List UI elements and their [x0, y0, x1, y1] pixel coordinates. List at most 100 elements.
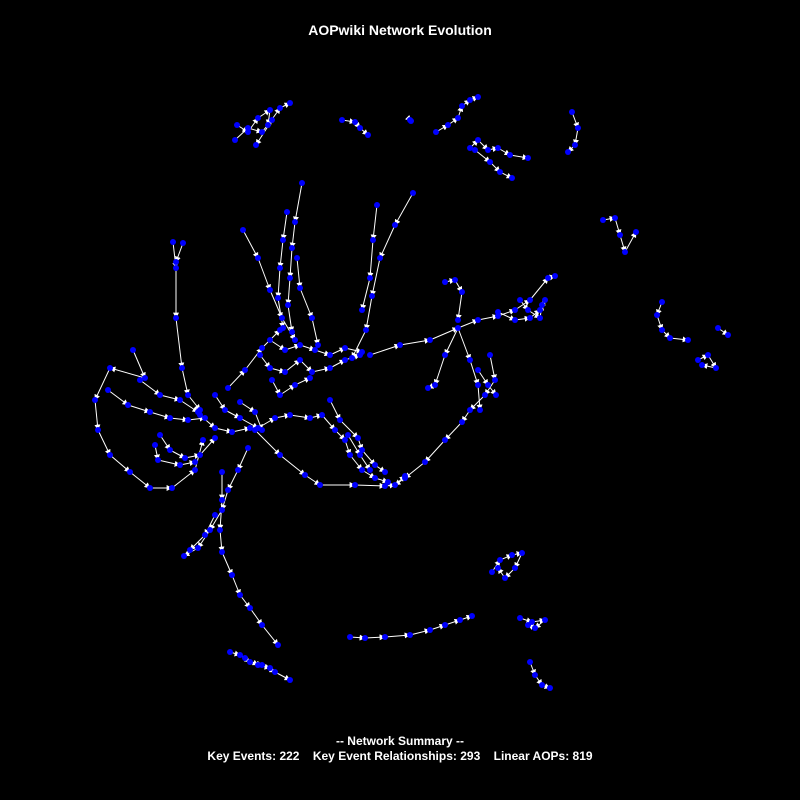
- key-event-node: [352, 119, 358, 125]
- key-event-node: [545, 275, 551, 281]
- key-event-node: [392, 482, 398, 488]
- key-event-node: [365, 132, 371, 138]
- key-event-node: [685, 337, 691, 343]
- key-event-node: [253, 142, 259, 148]
- edge-arrow: [181, 367, 190, 396]
- edge-arrow: [127, 404, 151, 414]
- edge-arrow: [311, 317, 320, 346]
- edge-arrow: [94, 367, 111, 401]
- key-event-node: [495, 309, 501, 315]
- key-event-node: [422, 459, 428, 465]
- key-event-node: [432, 382, 438, 388]
- key-event-node: [173, 259, 179, 265]
- key-event-node: [282, 347, 288, 353]
- edge-arrow: [94, 399, 101, 431]
- key-event-node: [95, 427, 101, 433]
- key-event-node: [195, 545, 201, 551]
- edge-arrow: [339, 419, 359, 439]
- key-event-node: [485, 147, 491, 153]
- kers-label: Key Event Relationships:: [312, 749, 457, 763]
- aops-value: 819: [572, 749, 593, 763]
- edge-arrow: [364, 634, 386, 641]
- key-event-node: [237, 415, 243, 421]
- edge-arrow: [279, 384, 296, 396]
- key-event-node: [237, 592, 243, 598]
- edge-arrow: [239, 417, 259, 429]
- key-event-node: [309, 369, 315, 375]
- key-event-node: [363, 327, 369, 333]
- edge-arrow: [109, 366, 146, 379]
- key-event-node: [142, 375, 148, 381]
- key-event-node: [402, 473, 408, 479]
- key-event-node: [495, 565, 501, 571]
- edge-arrow: [304, 474, 321, 486]
- key-event-node: [467, 97, 473, 103]
- edge-arrow: [281, 317, 296, 341]
- key-event-node: [185, 392, 191, 398]
- key-event-node: [297, 285, 303, 291]
- key-event-node: [357, 125, 363, 131]
- nodes-layer: [92, 94, 731, 691]
- key-event-node: [297, 342, 303, 348]
- key-event-node: [370, 237, 376, 243]
- key-event-node: [497, 557, 503, 563]
- edge-arrow: [242, 229, 259, 259]
- key-event-node: [527, 297, 533, 303]
- edge-arrow: [214, 394, 226, 411]
- edge-arrow: [321, 414, 336, 431]
- edge-arrow: [404, 461, 426, 479]
- key-event-node: [105, 387, 111, 393]
- edge-arrow: [433, 354, 446, 386]
- edge-arrow: [287, 304, 295, 333]
- edge-arrow: [359, 454, 371, 471]
- key-event-node: [137, 377, 143, 383]
- key-event-node: [147, 485, 153, 491]
- key-event-node: [167, 415, 173, 421]
- key-event-node: [272, 669, 278, 675]
- edge-arrow: [349, 454, 363, 471]
- edge-arrow: [231, 426, 251, 433]
- key-event-node: [355, 435, 361, 441]
- edge-arrow: [287, 247, 294, 279]
- key-event-node: [369, 293, 375, 299]
- key-event-node: [512, 307, 518, 313]
- key-event-node: [252, 427, 258, 433]
- edge-arrow: [149, 411, 171, 420]
- key-event-node: [382, 483, 388, 489]
- edge-arrow: [477, 369, 489, 386]
- key-event-node: [247, 605, 253, 611]
- key-event-node: [92, 397, 98, 403]
- key-event-node: [242, 367, 248, 373]
- key-event-node: [267, 365, 273, 371]
- key-event-node: [367, 467, 373, 473]
- key-event-node: [527, 659, 533, 665]
- edge-arrow: [175, 317, 185, 369]
- edge-arrow: [370, 204, 378, 241]
- key-event-node: [245, 125, 251, 131]
- key-event-node: [197, 412, 203, 418]
- key-event-node: [349, 355, 355, 361]
- edge-arrow: [379, 224, 396, 259]
- key-event-node: [725, 332, 731, 338]
- edge-arrow: [360, 277, 371, 311]
- key-event-node: [475, 367, 481, 373]
- key-event-node: [487, 352, 493, 358]
- key-event-node: [307, 415, 313, 421]
- key-event-node: [459, 103, 465, 109]
- key-event-node: [284, 209, 290, 215]
- edge-arrow: [129, 471, 151, 489]
- key-event-node: [667, 335, 673, 341]
- key-event-node: [397, 342, 403, 348]
- key-event-node: [352, 482, 358, 488]
- key-event-node: [347, 452, 353, 458]
- key-event-node: [374, 202, 380, 208]
- key-event-node: [502, 575, 508, 581]
- key-event-node: [392, 222, 398, 228]
- edge-arrow: [227, 469, 239, 491]
- key-event-node: [477, 407, 483, 413]
- key-event-node: [475, 317, 481, 323]
- edge-arrow: [399, 337, 431, 346]
- edge-arrow: [244, 347, 263, 371]
- key-event-node: [259, 622, 265, 628]
- key-event-node: [267, 337, 273, 343]
